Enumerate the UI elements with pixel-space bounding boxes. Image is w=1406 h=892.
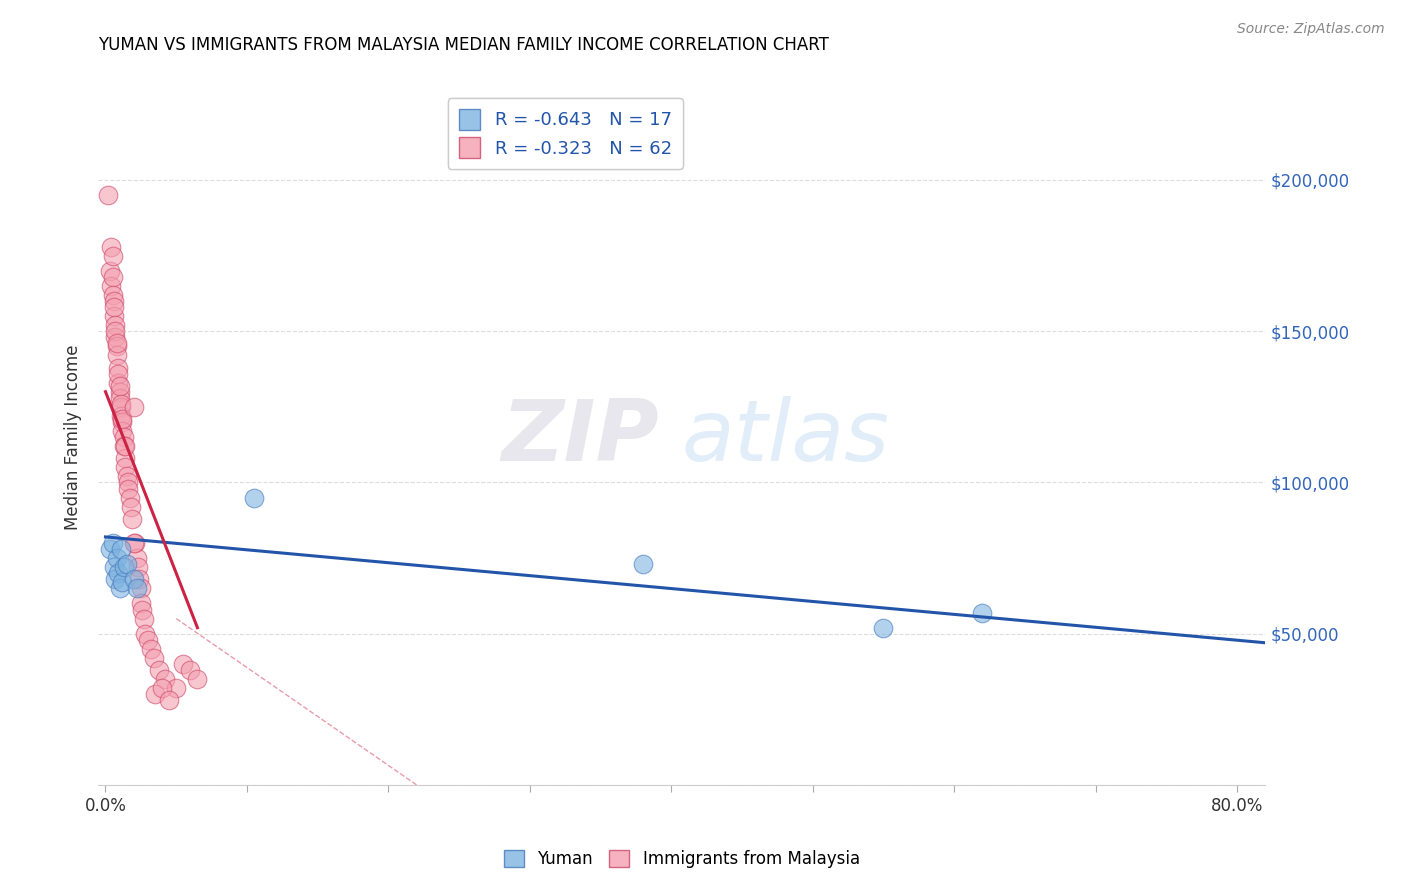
Point bbox=[179, 663, 201, 677]
Point bbox=[100, 278, 122, 293]
Point bbox=[131, 602, 153, 616]
Point bbox=[872, 621, 894, 635]
Point bbox=[132, 611, 155, 625]
Point bbox=[165, 681, 187, 695]
Point bbox=[104, 318, 127, 333]
Point bbox=[134, 626, 156, 640]
Point bbox=[107, 376, 129, 390]
Point bbox=[136, 632, 159, 647]
Point bbox=[107, 367, 129, 381]
Legend: Yuman, Immigrants from Malaysia: Yuman, Immigrants from Malaysia bbox=[498, 843, 866, 875]
Point bbox=[103, 560, 125, 574]
Point bbox=[631, 557, 654, 571]
Point bbox=[114, 460, 136, 475]
Point bbox=[118, 491, 141, 505]
Point bbox=[111, 415, 134, 429]
Point bbox=[104, 330, 127, 344]
Point bbox=[127, 560, 149, 574]
Point bbox=[117, 475, 139, 490]
Point bbox=[125, 551, 148, 566]
Point bbox=[120, 500, 142, 514]
Text: YUMAN VS IMMIGRANTS FROM MALAYSIA MEDIAN FAMILY INCOME CORRELATION CHART: YUMAN VS IMMIGRANTS FROM MALAYSIA MEDIAN… bbox=[98, 36, 830, 54]
Point bbox=[117, 482, 139, 496]
Point bbox=[111, 424, 134, 438]
Point bbox=[112, 439, 135, 453]
Point bbox=[122, 400, 145, 414]
Point bbox=[121, 512, 143, 526]
Point bbox=[110, 409, 132, 423]
Point bbox=[128, 572, 150, 586]
Legend: R = -0.643   N = 17, R = -0.323   N = 62: R = -0.643 N = 17, R = -0.323 N = 62 bbox=[447, 98, 683, 169]
Point bbox=[129, 597, 152, 611]
Point bbox=[114, 439, 136, 453]
Point bbox=[124, 536, 146, 550]
Point bbox=[111, 575, 134, 590]
Point bbox=[101, 288, 124, 302]
Point bbox=[972, 606, 994, 620]
Point bbox=[129, 582, 152, 596]
Y-axis label: Median Family Income: Median Family Income bbox=[65, 344, 83, 530]
Point bbox=[108, 582, 131, 596]
Point bbox=[104, 324, 127, 338]
Text: Source: ZipAtlas.com: Source: ZipAtlas.com bbox=[1237, 22, 1385, 37]
Point bbox=[243, 491, 266, 505]
Point bbox=[153, 672, 176, 686]
Point bbox=[125, 582, 148, 596]
Point bbox=[108, 378, 131, 392]
Point bbox=[110, 541, 132, 556]
Point bbox=[101, 536, 124, 550]
Point bbox=[104, 572, 127, 586]
Point bbox=[122, 536, 145, 550]
Point bbox=[150, 681, 173, 695]
Point bbox=[142, 651, 165, 665]
Point bbox=[112, 560, 135, 574]
Point bbox=[103, 300, 125, 314]
Point bbox=[139, 641, 162, 656]
Point bbox=[172, 657, 194, 671]
Point bbox=[103, 293, 125, 308]
Point bbox=[105, 339, 128, 353]
Point bbox=[101, 249, 124, 263]
Point bbox=[111, 412, 134, 426]
Point bbox=[186, 672, 208, 686]
Point bbox=[157, 693, 180, 707]
Point bbox=[105, 551, 128, 566]
Point bbox=[115, 557, 138, 571]
Point bbox=[108, 384, 131, 399]
Point bbox=[107, 360, 129, 375]
Point bbox=[114, 451, 136, 466]
Point bbox=[98, 263, 121, 277]
Point bbox=[115, 469, 138, 483]
Text: atlas: atlas bbox=[682, 395, 890, 479]
Point bbox=[97, 188, 120, 202]
Point bbox=[98, 541, 121, 556]
Text: ZIP: ZIP bbox=[501, 395, 658, 479]
Point bbox=[122, 572, 145, 586]
Point bbox=[148, 663, 170, 677]
Point bbox=[103, 309, 125, 323]
Point bbox=[107, 566, 129, 581]
Point bbox=[108, 391, 131, 405]
Point bbox=[105, 348, 128, 362]
Point bbox=[143, 687, 166, 701]
Point bbox=[101, 269, 124, 284]
Point bbox=[110, 397, 132, 411]
Point bbox=[112, 430, 135, 444]
Point bbox=[110, 400, 132, 414]
Point bbox=[100, 239, 122, 253]
Point bbox=[105, 336, 128, 351]
